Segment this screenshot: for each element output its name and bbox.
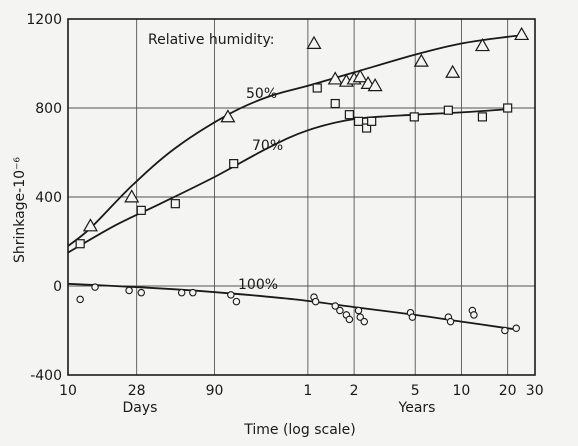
series-1-point-2 (170, 199, 180, 209)
series-1-point-4 (312, 83, 322, 93)
x-tick-label-6: 10 (453, 383, 471, 399)
plot-frame (67, 18, 536, 376)
series-2-point-16 (360, 317, 369, 326)
x-axis-title: Time (log scale) (243, 422, 356, 438)
series-2-point-22 (470, 311, 478, 319)
series-0-point-4 (327, 71, 343, 85)
series-2-point-18 (408, 313, 417, 321)
series-0-point-3 (306, 35, 322, 49)
series-0-point-7 (352, 69, 368, 83)
series-2-point-6 (227, 291, 235, 299)
series-2-point-15 (356, 313, 364, 321)
series-0-point-9 (367, 78, 383, 92)
series-curve-0 (67, 34, 522, 247)
x-tick-label-2: 90 (206, 383, 224, 399)
y-tick-label-4: 1200 (26, 12, 62, 28)
series-0-point-10 (413, 53, 429, 67)
days-unit-label: Days (123, 400, 158, 416)
y-tick-label-1: 0 (53, 279, 62, 295)
series-2-point-9 (311, 297, 320, 306)
series-2-point-1 (91, 283, 99, 291)
series-2-point-23 (501, 326, 509, 335)
series-1-point-0 (75, 239, 85, 249)
x-tick-label-5: 5 (411, 383, 420, 399)
grid-layer (67, 19, 535, 375)
x-tick-label-0: 10 (59, 383, 77, 399)
series-1-point-7 (353, 116, 364, 126)
x-tick-label-1: 28 (128, 383, 146, 399)
series-2-point-5 (189, 288, 197, 297)
series-curve-2 (67, 282, 517, 331)
series-0-point-11 (445, 64, 461, 78)
marker-layer (75, 26, 530, 335)
rh-100-label: 100% (238, 277, 278, 293)
series-2-point-14 (354, 306, 363, 315)
y-tick-label-2: 400 (35, 190, 62, 206)
series-2-point-24 (512, 324, 520, 333)
series-1-point-5 (330, 98, 340, 109)
y-tick-label-3: 800 (35, 101, 62, 117)
series-0-point-2 (220, 109, 236, 123)
series-curve-1 (67, 108, 508, 254)
series-2-point-10 (331, 302, 339, 310)
x-tick-label-4: 2 (350, 383, 359, 399)
rh-70-label: 70% (252, 138, 283, 154)
series-0-point-1 (124, 189, 140, 203)
series-1-point-8 (361, 123, 372, 133)
series-0-point-0 (82, 218, 98, 232)
curve-layer (67, 34, 522, 331)
series-1-point-12 (477, 112, 488, 122)
series-1-point-3 (229, 159, 239, 169)
series-0-point-13 (514, 26, 530, 41)
years-unit-label: Years (398, 400, 436, 416)
series-0-point-12 (474, 37, 490, 52)
series-1-point-13 (503, 103, 513, 113)
series-2-point-3 (137, 288, 146, 297)
series-1-point-6 (344, 110, 354, 120)
x-tick-label-3: 1 (303, 383, 312, 399)
series-2-point-11 (336, 306, 344, 315)
x-tick-label-8: 30 (526, 383, 544, 399)
series-2-point-0 (76, 295, 84, 304)
series-2-point-7 (232, 297, 241, 306)
series-2-point-2 (125, 286, 133, 295)
series-2-point-4 (177, 288, 186, 297)
series-1-point-11 (443, 105, 453, 115)
rh-50-label: 50% (246, 86, 277, 102)
series-1-point-9 (367, 116, 377, 126)
y-tick-label-0: -400 (30, 368, 62, 384)
tick-layer: -400 0 400 800 1200 10 28 90 1 2 5 10 20 30 (26, 12, 543, 399)
series-1-point-1 (136, 205, 146, 215)
series-2-point-20 (446, 317, 455, 326)
y-axis-title: Shrinkage-10⁻⁶ (12, 157, 28, 263)
x-tick-label-7: 20 (499, 383, 517, 399)
series-2-point-13 (345, 315, 354, 324)
legend-title: Relative humidity: (148, 32, 274, 48)
series-1-point-10 (409, 112, 419, 122)
